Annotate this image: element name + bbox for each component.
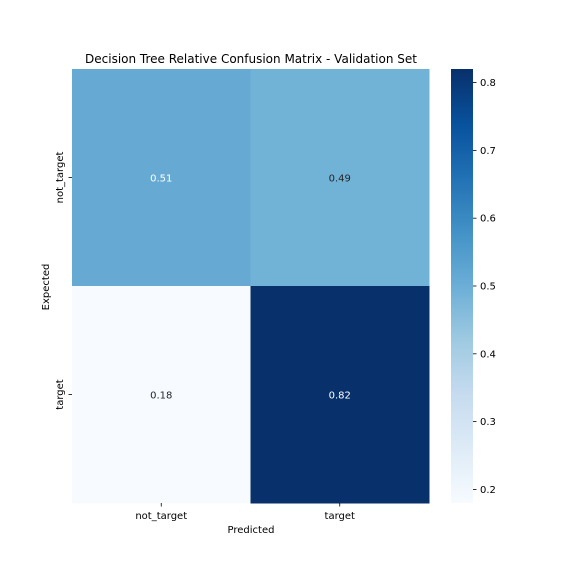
x-tick-label: not_target [135,511,187,522]
x-axis-label: Predicted [228,525,275,536]
colorbar-tick-label: 0.5 [480,282,496,293]
colorbar-tick-label: 0.6 [480,214,496,225]
colorbar-tick-label: 0.2 [480,485,496,496]
colorbar-tick-label: 0.8 [480,78,496,89]
heatmap-cell [72,286,251,504]
x-tick-label: target [325,511,355,522]
x-axis-ticks: not_target target [135,503,355,522]
y-tick-label: not_target [55,152,66,204]
heatmap-cell [250,69,430,287]
colorbar-ticks: 0.2 0.3 0.4 0.5 0.6 0.7 0.8 [473,78,496,496]
cell-value-label: 0.82 [329,391,351,402]
y-tick-label: target [55,379,66,409]
y-axis-label: Expected [41,264,52,311]
colorbar [451,69,473,503]
cell-value-label: 0.51 [150,174,172,185]
chart-title: Decision Tree Relative Confusion Matrix … [85,52,417,66]
colorbar-tick-label: 0.7 [480,146,496,157]
heatmap-cells [72,69,430,504]
colorbar-tick-label: 0.3 [480,417,496,428]
cell-value-label: 0.18 [150,391,172,402]
cell-value-label: 0.49 [329,174,351,185]
heatmap-cell [250,286,430,504]
heatmap-cell [72,69,251,287]
colorbar-tick-label: 0.4 [480,349,496,360]
heatmap-cell-labels: 0.51 0.49 0.18 0.82 [150,174,351,402]
